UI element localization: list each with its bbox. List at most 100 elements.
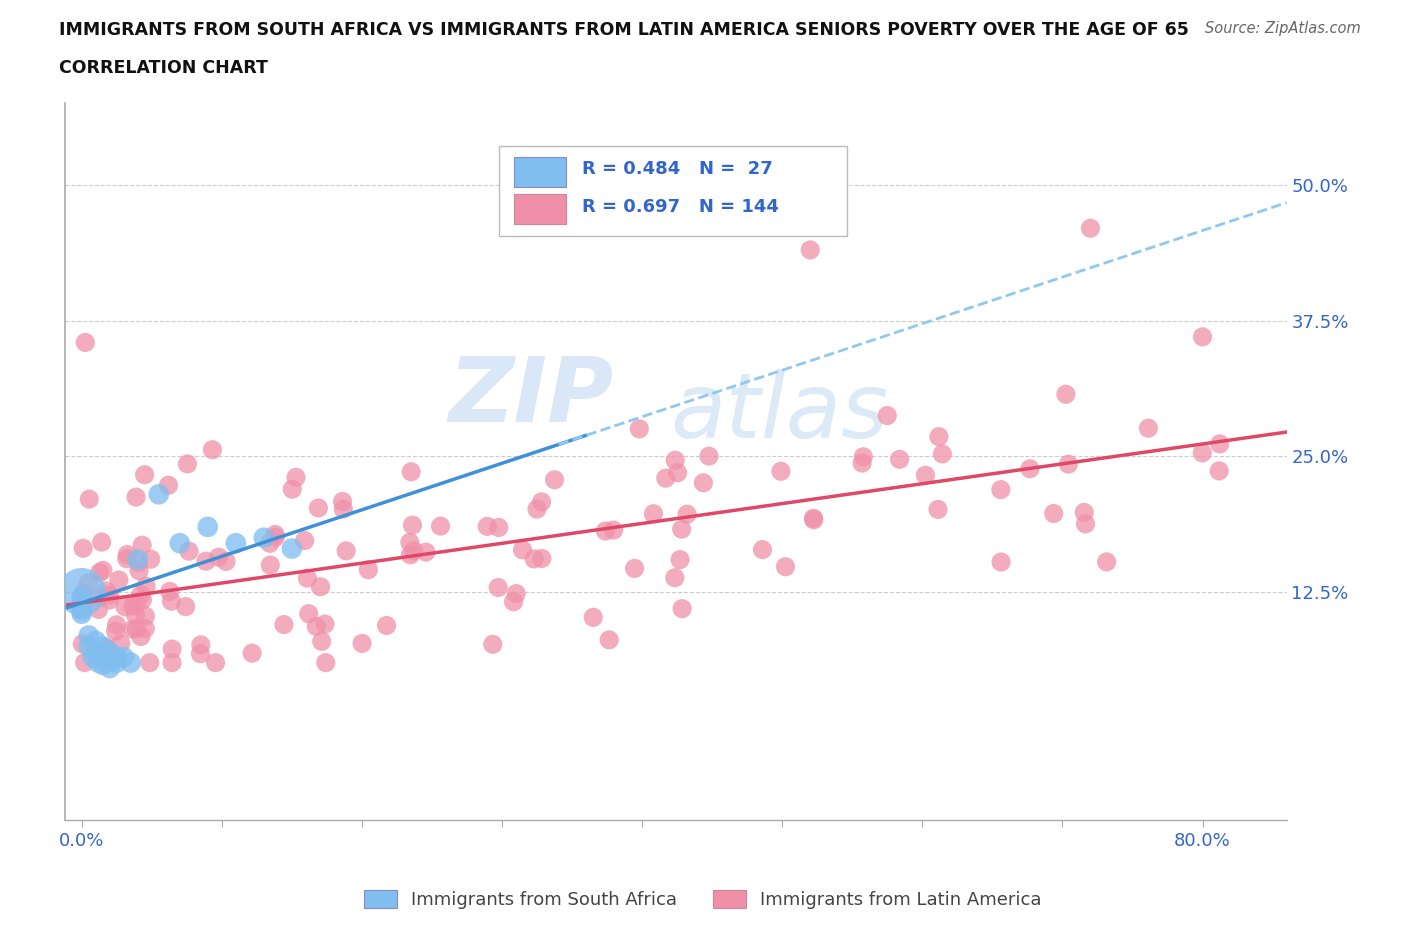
Point <box>128 564 150 578</box>
Point <box>101 654 124 669</box>
Point <box>512 542 534 557</box>
Text: R = 0.697   N = 144: R = 0.697 N = 144 <box>582 198 779 217</box>
Point <box>298 606 321 621</box>
Point <box>190 646 212 661</box>
Point <box>225 536 247 551</box>
Point <box>105 656 128 671</box>
Bar <box>515 157 565 187</box>
Point <box>851 456 873 471</box>
Point <box>121 599 143 614</box>
Text: Source: ZipAtlas.com: Source: ZipAtlas.com <box>1205 21 1361 36</box>
Point <box>332 494 354 509</box>
Point <box>84 644 107 659</box>
Point <box>72 541 94 556</box>
Point <box>87 590 110 604</box>
Point <box>543 472 565 487</box>
Point <box>91 658 114 672</box>
Point <box>98 588 121 603</box>
Point <box>526 501 548 516</box>
Text: CORRELATION CHART: CORRELATION CHART <box>59 59 269 76</box>
Point <box>96 642 118 657</box>
Point <box>176 457 198 472</box>
Point <box>769 464 792 479</box>
Point <box>285 470 308 485</box>
Point <box>177 544 200 559</box>
Point <box>1191 329 1213 344</box>
Point <box>486 580 509 595</box>
Point <box>1073 505 1095 520</box>
Point <box>264 527 287 542</box>
Text: R = 0.484   N =  27: R = 0.484 N = 27 <box>582 160 772 179</box>
Point <box>931 446 953 461</box>
Point <box>98 644 121 659</box>
Point <box>240 645 263 660</box>
Point <box>139 656 162 671</box>
Point <box>127 552 149 567</box>
Point <box>751 542 773 557</box>
Point <box>160 593 183 608</box>
Point <box>105 618 128 632</box>
Point <box>148 487 170 502</box>
Text: atlas: atlas <box>671 369 889 457</box>
Point <box>134 621 156 636</box>
Point <box>121 622 143 637</box>
Text: IMMIGRANTS FROM SOUTH AFRICA VS IMMIGRANTS FROM LATIN AMERICA SENIORS POVERTY OV: IMMIGRANTS FROM SOUTH AFRICA VS IMMIGRAN… <box>59 21 1189 39</box>
Point <box>125 597 148 612</box>
Point <box>692 475 714 490</box>
Point <box>134 608 156 623</box>
Point <box>114 599 136 614</box>
Point <box>87 602 110 617</box>
Point <box>398 535 420 550</box>
Point <box>207 550 229 565</box>
Point <box>676 507 699 522</box>
Point <box>70 601 93 616</box>
Point <box>159 584 181 599</box>
Point <box>108 573 131 588</box>
Point <box>129 629 152 644</box>
Point <box>671 522 693 537</box>
Point <box>523 551 546 566</box>
Point <box>311 634 333 649</box>
Point <box>259 536 281 551</box>
Point <box>399 548 422 563</box>
Point <box>96 641 118 656</box>
Point <box>481 637 503 652</box>
Point <box>77 628 100 643</box>
Point <box>530 551 553 565</box>
Point <box>82 650 104 665</box>
Point <box>70 595 93 610</box>
Point <box>477 519 499 534</box>
Legend: Immigrants from South Africa, Immigrants from Latin America: Immigrants from South Africa, Immigrants… <box>357 883 1049 916</box>
Point <box>628 421 651 436</box>
Point <box>399 464 422 479</box>
Point <box>70 590 93 604</box>
Point <box>98 660 121 675</box>
Point <box>927 502 949 517</box>
Point <box>91 563 114 578</box>
Point <box>73 656 96 671</box>
Point <box>72 636 94 651</box>
Point <box>1209 436 1232 451</box>
Point <box>253 530 276 545</box>
Point <box>803 511 825 525</box>
Point <box>889 452 911 467</box>
Point <box>1054 387 1077 402</box>
FancyBboxPatch shape <box>499 146 846 236</box>
Point <box>98 592 121 607</box>
Point <box>259 558 281 573</box>
Point <box>602 523 624 538</box>
Point <box>131 592 153 607</box>
Point <box>70 585 93 600</box>
Point <box>190 637 212 652</box>
Point <box>125 621 148 636</box>
Point <box>160 656 183 671</box>
Point <box>669 552 692 567</box>
Point <box>1019 461 1042 476</box>
Point <box>582 610 605 625</box>
Point <box>115 547 138 562</box>
Point <box>305 619 328 634</box>
Point <box>928 430 950 445</box>
Point <box>1208 463 1230 478</box>
Point <box>666 465 689 480</box>
Point <box>157 478 180 493</box>
